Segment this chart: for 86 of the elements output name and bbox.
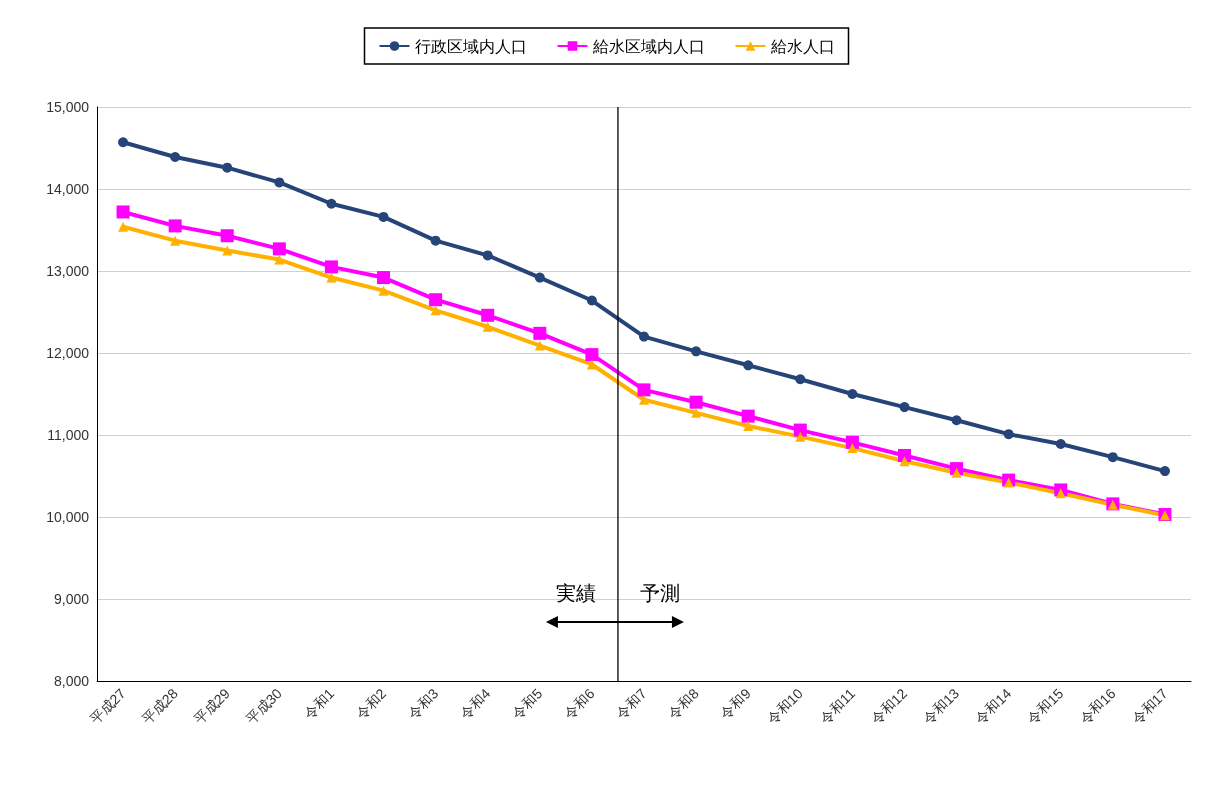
point xyxy=(378,211,389,222)
point xyxy=(272,242,286,256)
point xyxy=(1055,439,1066,450)
x-tick-label: 令和9 xyxy=(717,685,754,722)
point xyxy=(899,456,910,467)
point xyxy=(951,415,962,426)
x-tick-label: 令和8 xyxy=(665,685,702,722)
point xyxy=(377,271,391,285)
point xyxy=(1003,477,1014,488)
point xyxy=(274,254,285,265)
point xyxy=(586,359,597,370)
point xyxy=(639,331,649,342)
point xyxy=(534,340,545,351)
x-tick-label: 令和13 xyxy=(920,685,963,728)
legend-label: 行政区域内人口 xyxy=(414,36,527,56)
point xyxy=(743,420,754,431)
point xyxy=(222,162,233,173)
y-tick-label: 9,000 xyxy=(53,591,90,607)
point xyxy=(481,308,495,322)
point xyxy=(429,293,443,307)
point xyxy=(793,423,807,437)
point xyxy=(1159,466,1170,477)
point xyxy=(326,198,337,209)
point xyxy=(847,443,858,454)
y-tick-label: 15,000 xyxy=(46,99,90,115)
x-tick-label: 令和16 xyxy=(1076,685,1119,728)
x-tick-label: 令和4 xyxy=(456,685,494,722)
point xyxy=(1055,488,1066,499)
point xyxy=(691,346,702,357)
legend-label: 給水人口 xyxy=(769,36,835,56)
point xyxy=(430,235,441,246)
x-tick-label: 令和15 xyxy=(1024,685,1067,728)
x-tick-label: 令和12 xyxy=(868,685,911,728)
x-tick-label: 令和2 xyxy=(352,685,390,722)
point xyxy=(482,250,493,261)
point xyxy=(118,137,129,148)
y-tick-label: 14,000 xyxy=(46,181,90,197)
x-tick-label: 令和11 xyxy=(816,685,859,727)
y-tick-label: 11,000 xyxy=(47,427,90,443)
point xyxy=(326,272,337,283)
point xyxy=(1003,429,1014,440)
point xyxy=(533,326,547,340)
point xyxy=(586,295,597,306)
point xyxy=(741,409,755,423)
x-tick-label: 平成30 xyxy=(242,685,286,728)
point xyxy=(795,374,806,385)
x-tick-label: 平成29 xyxy=(190,685,234,728)
point xyxy=(951,467,962,478)
point xyxy=(222,245,233,256)
x-tick-label: 令和14 xyxy=(972,685,1015,728)
y-tick-label: 13,000 xyxy=(46,263,90,279)
point xyxy=(534,272,545,283)
point xyxy=(743,360,754,371)
x-tick-label: 令和6 xyxy=(560,685,598,722)
point xyxy=(168,219,182,233)
point xyxy=(274,177,285,188)
point xyxy=(1107,452,1118,463)
point xyxy=(639,394,649,405)
point xyxy=(689,395,703,409)
x-tick-label: 令和10 xyxy=(763,685,807,728)
point xyxy=(691,407,702,418)
point xyxy=(324,260,338,274)
point xyxy=(585,348,599,362)
point xyxy=(899,402,910,413)
point xyxy=(847,389,858,399)
legend-label: 給水区域内人口 xyxy=(591,36,705,56)
annotation: 予測 xyxy=(639,581,680,605)
point xyxy=(482,321,493,332)
point xyxy=(116,205,130,219)
x-tick-label: 平成28 xyxy=(138,685,181,728)
point xyxy=(430,305,441,316)
x-tick-label: 令和1 xyxy=(300,685,338,722)
y-tick-label: 12,000 xyxy=(46,345,90,361)
point xyxy=(220,229,234,243)
point xyxy=(637,383,651,397)
x-tick-label: 令和3 xyxy=(404,685,442,722)
x-tick-label: 令和17 xyxy=(1128,685,1171,728)
point xyxy=(795,431,806,442)
x-tick-label: 令和5 xyxy=(508,685,546,722)
point xyxy=(170,152,181,163)
point xyxy=(170,235,181,246)
point xyxy=(378,285,389,296)
x-tick-label: 令和7 xyxy=(613,685,650,722)
annotation: 実績 xyxy=(555,581,596,605)
point xyxy=(118,221,129,232)
y-tick-label: 10,000 xyxy=(46,509,90,525)
